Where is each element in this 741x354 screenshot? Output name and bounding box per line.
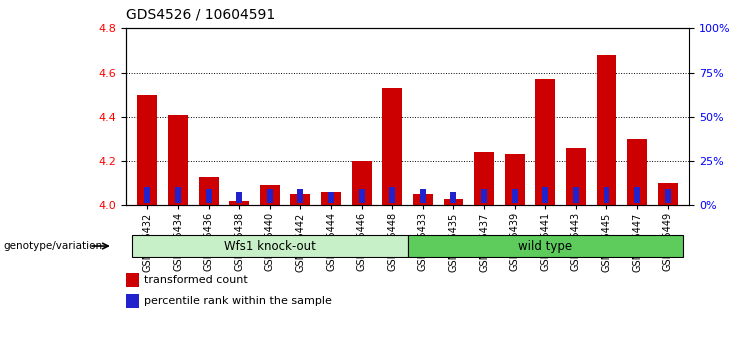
Bar	[634, 187, 640, 203]
Bar	[512, 189, 518, 203]
Bar	[597, 55, 617, 205]
Text: wild type: wild type	[518, 240, 572, 252]
Bar	[297, 189, 303, 203]
Bar	[205, 189, 212, 203]
Bar	[229, 201, 249, 205]
Bar	[474, 152, 494, 205]
Bar	[451, 192, 456, 203]
Text: genotype/variation: genotype/variation	[4, 241, 103, 251]
Bar	[603, 187, 610, 203]
Bar	[328, 192, 334, 203]
Bar	[481, 189, 487, 203]
Bar	[236, 192, 242, 203]
Bar	[199, 177, 219, 205]
Bar	[290, 194, 310, 205]
Bar	[505, 154, 525, 205]
Bar	[444, 199, 463, 205]
Text: GDS4526 / 10604591: GDS4526 / 10604591	[126, 7, 275, 21]
Bar	[359, 189, 365, 203]
Bar	[413, 194, 433, 205]
Text: percentile rank within the sample: percentile rank within the sample	[144, 296, 333, 306]
Bar	[267, 189, 273, 203]
Bar	[389, 187, 395, 203]
Bar	[144, 187, 150, 203]
Bar	[535, 79, 555, 205]
Bar	[175, 187, 181, 203]
Bar	[542, 187, 548, 203]
Text: Wfs1 knock-out: Wfs1 knock-out	[224, 240, 316, 252]
Bar	[137, 95, 157, 205]
Bar	[420, 189, 426, 203]
Bar	[352, 161, 371, 205]
Bar	[627, 139, 647, 205]
Bar	[658, 183, 678, 205]
Text: transformed count: transformed count	[144, 275, 248, 285]
Bar	[132, 235, 408, 257]
Bar	[260, 185, 280, 205]
Bar	[665, 189, 671, 203]
Bar	[382, 88, 402, 205]
Bar	[321, 192, 341, 205]
Bar	[408, 235, 683, 257]
Bar	[566, 148, 586, 205]
Bar	[168, 115, 188, 205]
Bar	[573, 187, 579, 203]
